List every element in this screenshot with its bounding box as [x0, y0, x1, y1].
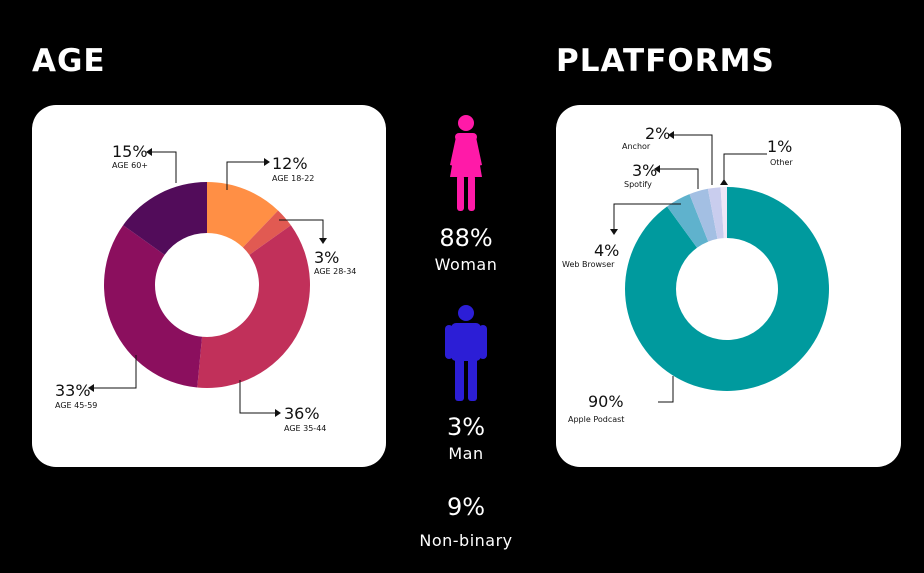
- age-heading: AGE: [32, 43, 106, 79]
- age-label-pct-18-22: 12%: [272, 154, 308, 173]
- plat-label-sub-anchor: Anchor: [622, 142, 651, 151]
- platform-slice-0: [625, 187, 829, 391]
- woman-icon: [450, 115, 482, 211]
- man-icon: [445, 305, 487, 401]
- nonbinary-percent: 9%: [446, 493, 486, 521]
- platform-slice-3: [707, 187, 724, 239]
- plat-label-pct-apple: 90%: [588, 392, 624, 411]
- plat-label-pct-spotify: 3%: [632, 161, 657, 180]
- age-slice-2: [197, 225, 311, 388]
- age-donut-chart: 12% AGE 18-22 3% AGE 28-34 36% AGE 35-44…: [55, 142, 356, 433]
- platforms-donut-chart: 90% Apple Podcast 4% Web Browser 3% Spot…: [562, 124, 829, 424]
- age-label-sub-35-44: AGE 35-44: [284, 424, 326, 433]
- age-label-pct-28-34: 3%: [314, 248, 339, 267]
- age-slice-4: [123, 182, 207, 255]
- age-label-sub-18-22: AGE 18-22: [272, 174, 314, 183]
- woman-percent: 88%: [439, 224, 493, 252]
- plat-label-pct-anchor: 2%: [645, 124, 670, 143]
- platforms-heading: PLATFORMS: [556, 43, 775, 79]
- plat-label-sub-other: Other: [770, 158, 793, 167]
- age-label-sub-60: AGE 60+: [112, 161, 148, 170]
- age-label-sub-28-34: AGE 28-34: [314, 267, 356, 276]
- plat-label-pct-web: 4%: [594, 241, 619, 260]
- nonbinary-label: Non-binary: [419, 531, 513, 550]
- plat-label-sub-spotify: Spotify: [624, 180, 652, 189]
- age-slice-1: [242, 210, 291, 255]
- woman-label: Woman: [434, 255, 498, 274]
- age-slice-0: [207, 182, 279, 248]
- age-label-pct-35-44: 36%: [284, 404, 320, 423]
- age-chart-card: 12% AGE 18-22 3% AGE 28-34 36% AGE 35-44…: [32, 105, 386, 467]
- plat-label-sub-web: Web Browser: [562, 260, 615, 269]
- plat-label-pct-other: 1%: [767, 137, 792, 156]
- age-label-pct-45-59: 33%: [55, 381, 91, 400]
- age-slice-3: [104, 225, 203, 388]
- platform-slice-4: [720, 187, 727, 239]
- man-percent: 3%: [446, 413, 486, 441]
- platforms-chart-card: 90% Apple Podcast 4% Web Browser 3% Spot…: [556, 105, 901, 467]
- age-label-pct-60: 15%: [112, 142, 148, 161]
- age-label-sub-45-59: AGE 45-59: [55, 401, 97, 410]
- man-label: Man: [448, 444, 484, 463]
- plat-label-sub-apple: Apple Podcast: [568, 415, 624, 424]
- platform-slice-1: [667, 194, 709, 248]
- platform-slice-2: [689, 188, 718, 242]
